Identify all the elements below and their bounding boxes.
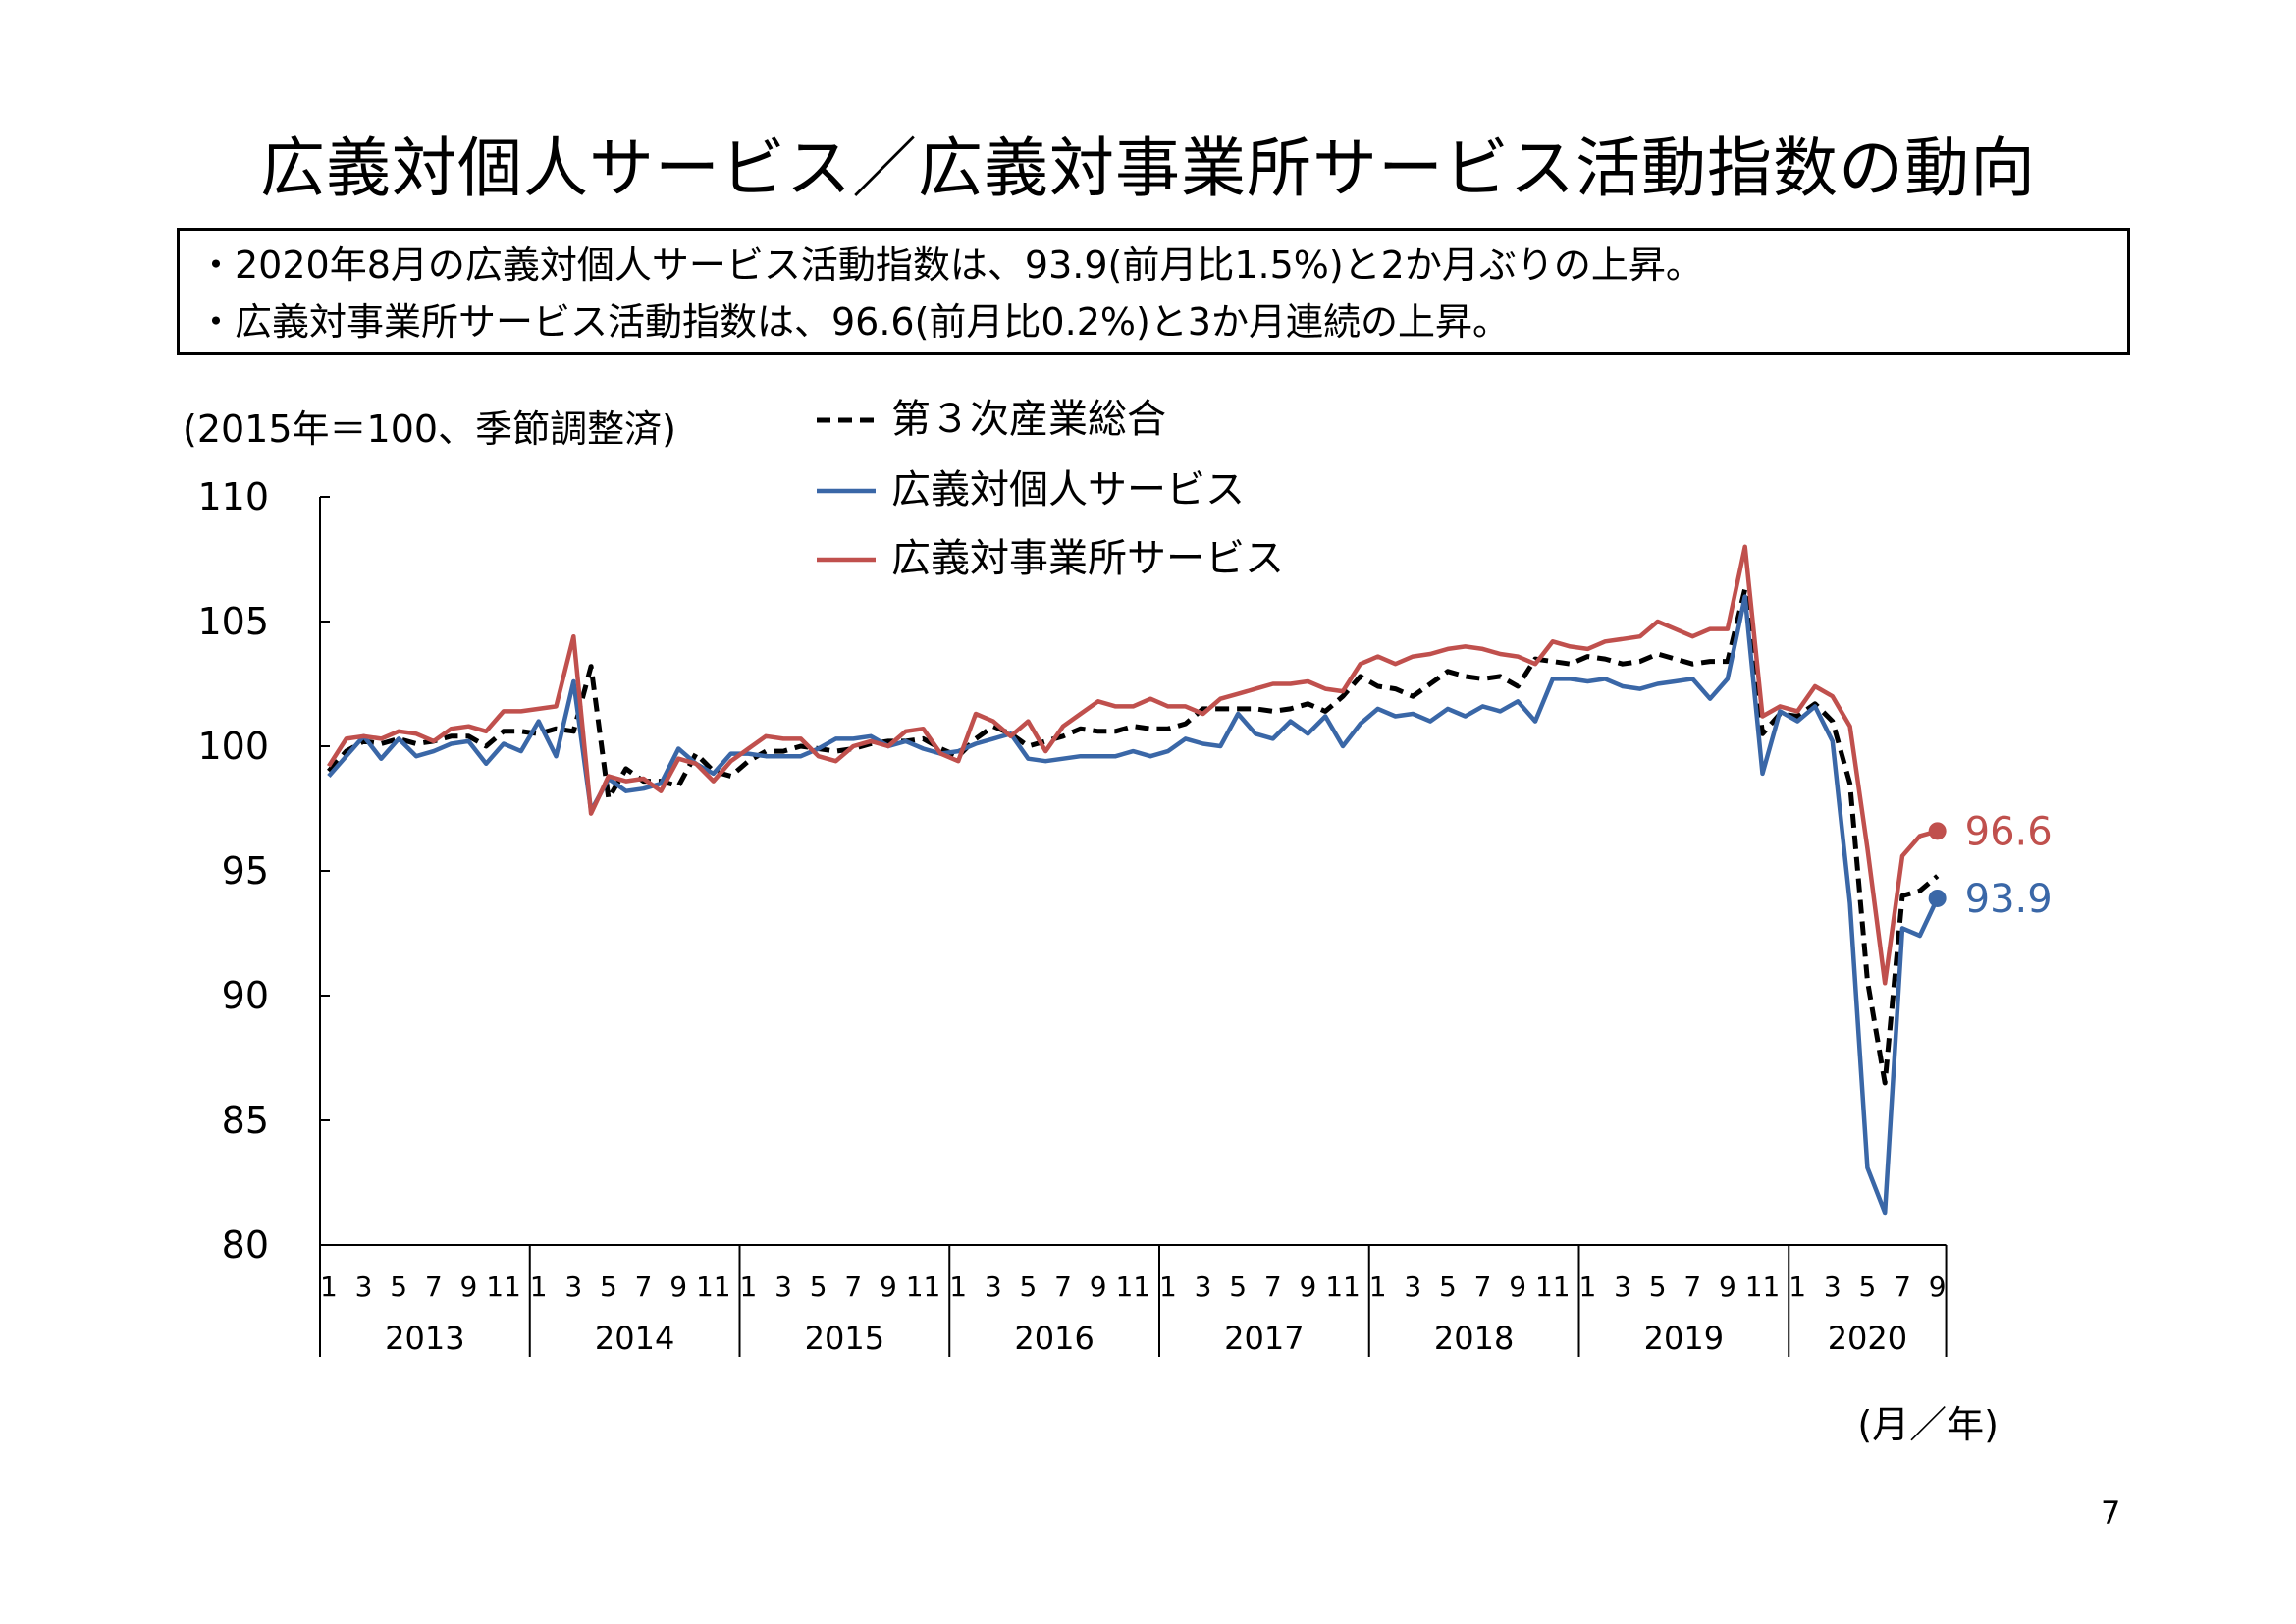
x-month-label: 5 <box>1858 1271 1876 1303</box>
x-month-label: 7 <box>1894 1271 1911 1303</box>
y-tick-label: 105 <box>197 600 269 643</box>
series-line-0 <box>327 586 1940 1086</box>
x-month-label: 3 <box>1195 1271 1212 1303</box>
x-month-label: 9 <box>1090 1271 1107 1303</box>
x-month-label: 1 <box>320 1271 338 1303</box>
x-month-label: 3 <box>564 1271 582 1303</box>
x-month-label: 11 <box>1745 1271 1781 1303</box>
x-month-label: 11 <box>1535 1271 1571 1303</box>
x-month-label: 9 <box>669 1271 687 1303</box>
x-month-label: 1 <box>949 1271 967 1303</box>
x-month-label: 5 <box>1439 1271 1457 1303</box>
x-month-label: 5 <box>390 1271 407 1303</box>
x-month-label: 5 <box>1019 1271 1037 1303</box>
summary-line-business: ・広義対事業所サービス活動指数は、96.6(前月比0.2%)と3か月連続の上昇。 <box>197 300 1510 344</box>
series-line-1 <box>327 594 1940 1216</box>
x-year-label: 2017 <box>1224 1320 1304 1357</box>
x-month-label: 11 <box>486 1271 521 1303</box>
x-year-label: 2018 <box>1434 1320 1514 1357</box>
x-month-label: 7 <box>635 1271 653 1303</box>
y-tick-label: 90 <box>222 974 269 1017</box>
x-month-label: 11 <box>1325 1271 1361 1303</box>
x-year-label: 2013 <box>385 1320 464 1357</box>
x-month-label: 1 <box>1789 1271 1806 1303</box>
x-axis-label: (月／年) <box>1857 1403 1999 1446</box>
page-title: 広義対個人サービス／広義対事業所サービス活動指数の動向 <box>260 131 2036 206</box>
summary-box: ・2020年8月の広義対個人サービス活動指数は、93.9(前月比1.5%)と2か… <box>177 228 2130 355</box>
x-month-label: 9 <box>459 1271 477 1303</box>
x-month-label: 11 <box>906 1271 941 1303</box>
unit-note: (2015年＝100、季節調整済) <box>183 407 676 451</box>
end-point-marker-0 <box>1928 822 1947 840</box>
y-tick-label: 110 <box>197 475 269 518</box>
x-month-label: 5 <box>1649 1271 1667 1303</box>
x-month-label: 3 <box>1614 1271 1631 1303</box>
x-month-label: 7 <box>1474 1271 1492 1303</box>
legend-label-0: 第３次産業総合 <box>891 397 1166 442</box>
x-month-label: 3 <box>355 1271 373 1303</box>
end-value-label-1: 93.9 <box>1965 877 2053 922</box>
x-month-label: 11 <box>696 1271 731 1303</box>
y-tick-label: 85 <box>222 1099 269 1142</box>
legend-label-2: 広義対事業所サービス <box>891 536 1284 581</box>
x-year-label: 2015 <box>805 1320 884 1357</box>
x-month-label: 3 <box>985 1271 1002 1303</box>
x-month-label: 5 <box>600 1271 617 1303</box>
x-month-label: 9 <box>1929 1271 1947 1303</box>
legend-label-1: 広義対個人サービス <box>891 467 1245 513</box>
x-month-label: 11 <box>1115 1271 1150 1303</box>
x-year-label: 2014 <box>595 1320 674 1357</box>
x-month-label: 1 <box>1159 1271 1177 1303</box>
x-month-label: 5 <box>1229 1271 1247 1303</box>
x-month-label: 9 <box>1719 1271 1736 1303</box>
summary-line-personal: ・2020年8月の広義対個人サービス活動指数は、93.9(前月比1.5%)と2か… <box>197 244 1703 287</box>
x-month-label: 1 <box>530 1271 548 1303</box>
x-year-label: 2016 <box>1014 1320 1094 1357</box>
end-value-label-0: 96.6 <box>1965 809 2053 854</box>
x-month-label: 7 <box>1683 1271 1701 1303</box>
x-month-label: 7 <box>844 1271 862 1303</box>
y-tick-label: 100 <box>197 725 269 768</box>
x-month-label: 1 <box>739 1271 757 1303</box>
y-tick-label: 95 <box>222 849 269 893</box>
x-month-label: 5 <box>810 1271 828 1303</box>
x-month-label: 7 <box>425 1271 443 1303</box>
x-month-label: 3 <box>774 1271 792 1303</box>
end-point-marker-1 <box>1928 889 1947 907</box>
x-year-label: 2020 <box>1828 1320 1907 1357</box>
x-month-label: 9 <box>880 1271 897 1303</box>
x-month-label: 9 <box>1509 1271 1526 1303</box>
x-month-label: 7 <box>1264 1271 1282 1303</box>
x-month-label: 3 <box>1824 1271 1842 1303</box>
series-line-2 <box>327 544 1939 986</box>
page-number: 7 <box>2101 1494 2121 1532</box>
y-tick-label: 80 <box>222 1223 269 1267</box>
x-month-label: 1 <box>1578 1271 1596 1303</box>
x-year-label: 2019 <box>1644 1320 1724 1357</box>
x-month-label: 9 <box>1299 1271 1316 1303</box>
x-month-label: 1 <box>1369 1271 1387 1303</box>
x-month-label: 7 <box>1054 1271 1072 1303</box>
x-month-label: 3 <box>1404 1271 1421 1303</box>
